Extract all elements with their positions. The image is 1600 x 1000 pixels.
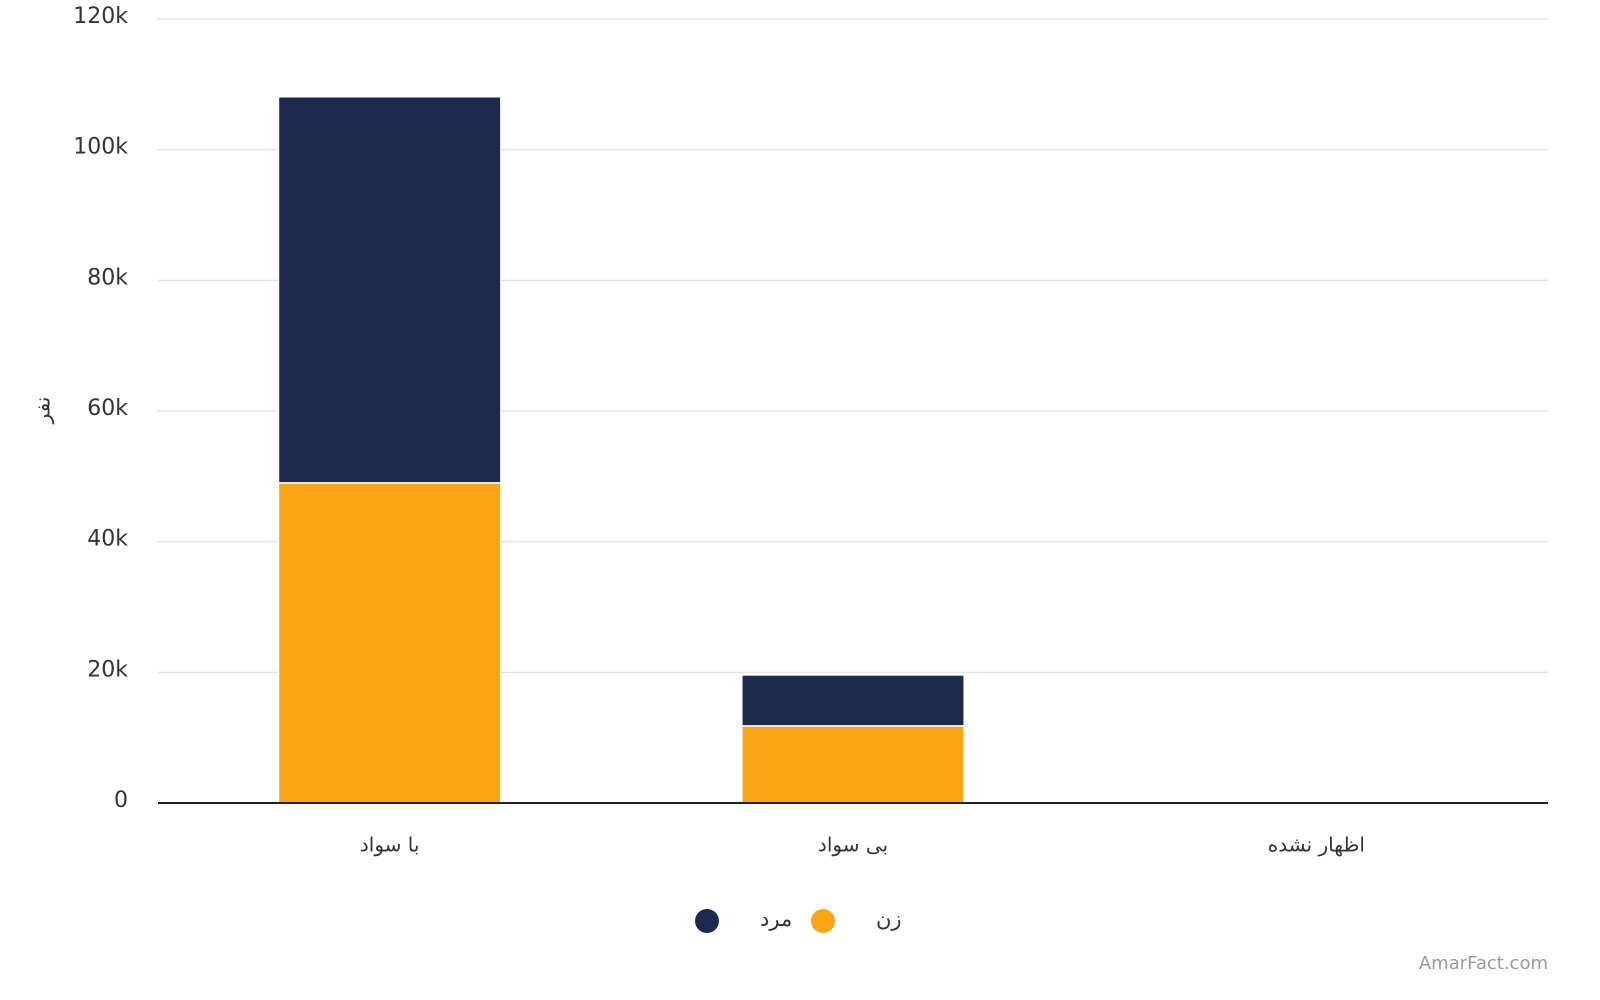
- y-tick-label: 100k: [73, 135, 128, 160]
- y-tick-label: 60k: [87, 396, 128, 421]
- watermark: AmarFact.com: [1419, 953, 1548, 974]
- x-tick-label: اظهار نشده: [1268, 833, 1365, 857]
- bar-segment: [741, 674, 965, 727]
- y-tick-label: 120k: [73, 4, 128, 29]
- legend-swatch: [811, 909, 835, 933]
- y-tick-label: 40k: [87, 527, 128, 552]
- bar-segment: [277, 482, 502, 804]
- y-axis-label: نفر: [31, 397, 55, 425]
- legend-label: زن: [876, 907, 902, 931]
- y-tick-label: 20k: [87, 657, 128, 682]
- y-tick-label: 0: [114, 788, 128, 813]
- bar-segment: [741, 725, 965, 804]
- x-tick-label: با سواد: [360, 833, 420, 857]
- x-tick-label: بی سواد: [818, 833, 888, 857]
- legend-swatch: [695, 909, 719, 933]
- legend-label: مرد: [760, 907, 792, 931]
- y-tick-label: 80k: [87, 265, 128, 290]
- bar-segment: [277, 95, 502, 484]
